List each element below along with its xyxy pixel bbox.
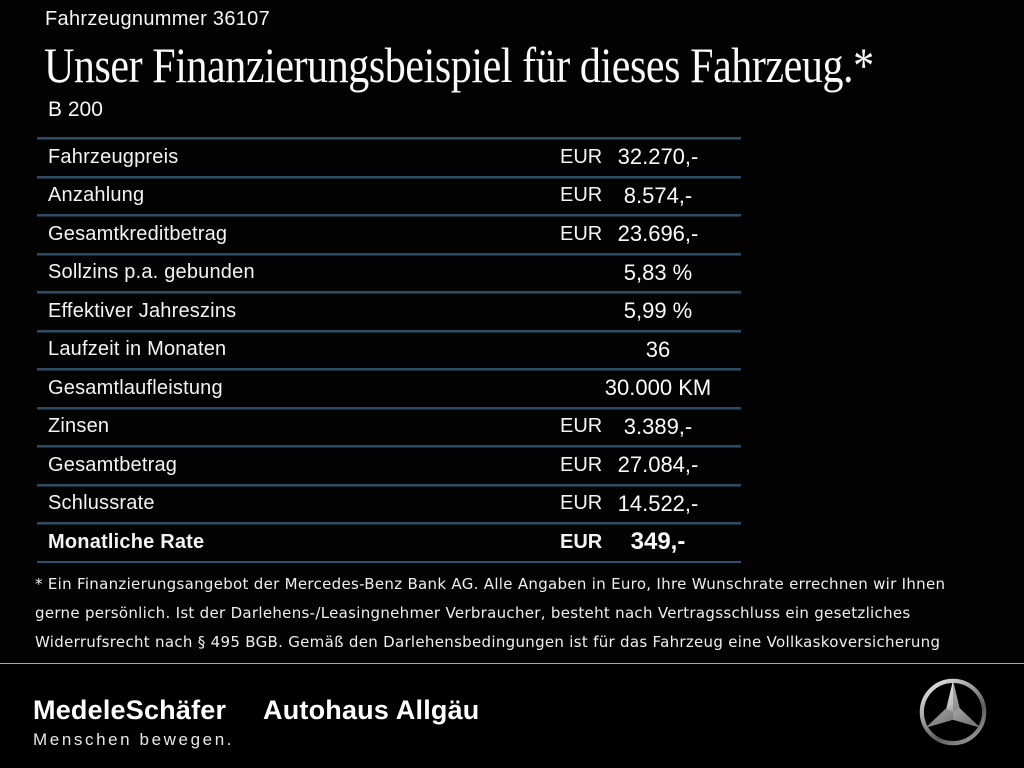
row-currency: EUR bbox=[560, 184, 603, 207]
row-value: 14.522,- bbox=[617, 490, 699, 516]
financing-table: Fahrzeugpreis 32.270,- EUR Anzahlung 8.5… bbox=[37, 137, 741, 563]
row-currency: EUR bbox=[560, 453, 603, 476]
footer-divider bbox=[0, 663, 1024, 664]
table-row: Gesamtlaufleistung 30.000 KM bbox=[37, 368, 741, 407]
row-currency: EUR bbox=[560, 415, 603, 438]
row-label: Schlussrate bbox=[48, 492, 155, 515]
row-label: Gesamtlaufleistung bbox=[48, 376, 223, 399]
table-row: Fahrzeugpreis 32.270,- EUR bbox=[37, 137, 741, 176]
table-row: Monatliche Rate 349,- EUR bbox=[37, 522, 741, 561]
row-label: Gesamtbetrag bbox=[48, 453, 178, 476]
table-row: Sollzins p.a. gebunden 5,83 % bbox=[37, 252, 741, 292]
row-value: 3.389,- bbox=[623, 413, 693, 439]
row-value: 36 bbox=[645, 336, 671, 362]
page-title: Unser Finanzierungsbeispiel für dieses F… bbox=[44, 37, 874, 93]
table-row: Effektiver Jahreszins 5,99 % bbox=[37, 291, 741, 330]
row-label: Anzahlung bbox=[48, 184, 145, 207]
legal-footnote: * Ein Finanzierungsangebot der Mercedes-… bbox=[35, 575, 946, 680]
table-row: Zinsen 3.389,- EUR bbox=[37, 406, 741, 446]
row-value: 5,99 % bbox=[623, 298, 693, 324]
dealer-logo-autohaus-allgaeu: Autohaus Allgäu bbox=[263, 695, 480, 725]
table-row: Laufzeit in Monaten 36 bbox=[37, 329, 741, 369]
row-currency: EUR bbox=[560, 145, 603, 168]
table-row: Gesamtbetrag 27.084,- EUR bbox=[37, 445, 741, 484]
row-label: Monatliche Rate bbox=[48, 530, 205, 553]
row-label: Laufzeit in Monaten bbox=[48, 338, 227, 361]
row-value: 8.574,- bbox=[623, 182, 693, 208]
row-label: Sollzins p.a. gebunden bbox=[48, 261, 255, 284]
row-value: 27.084,- bbox=[617, 452, 699, 478]
footer: MedeleSchäfer Autohaus Allgäu Menschen b… bbox=[0, 664, 1024, 768]
row-label: Gesamtkreditbetrag bbox=[48, 222, 228, 245]
main-content: Fahrzeugnummer 36107 Unser Finanzierungs… bbox=[35, 8, 946, 680]
row-label: Fahrzeugpreis bbox=[48, 145, 179, 168]
row-currency: EUR bbox=[560, 492, 603, 515]
dealer-tagline: Menschen bewegen. bbox=[33, 730, 235, 749]
row-value: 32.270,- bbox=[617, 144, 699, 170]
vehicle-number: Fahrzeugnummer 36107 bbox=[45, 8, 271, 30]
table-row: Anzahlung 8.574,- EUR bbox=[37, 175, 741, 215]
table-row: Gesamtkreditbetrag 23.696,- EUR bbox=[37, 214, 741, 253]
row-label: Effektiver Jahreszins bbox=[48, 299, 237, 322]
table-row: Schlussrate 14.522,- EUR bbox=[37, 483, 741, 523]
mercedes-benz-star-icon bbox=[919, 678, 987, 746]
row-value: 23.696,- bbox=[617, 221, 699, 247]
row-value: 30.000 KM bbox=[604, 375, 712, 401]
vehicle-model: B 200 bbox=[48, 98, 103, 121]
row-currency: EUR bbox=[560, 530, 603, 553]
dealer-logo-medeleschaefer: MedeleSchäfer bbox=[33, 695, 227, 725]
row-value: 5,83 % bbox=[623, 259, 693, 285]
row-label: Zinsen bbox=[48, 415, 110, 438]
row-value: 349,- bbox=[630, 528, 686, 556]
row-currency: EUR bbox=[560, 222, 603, 245]
